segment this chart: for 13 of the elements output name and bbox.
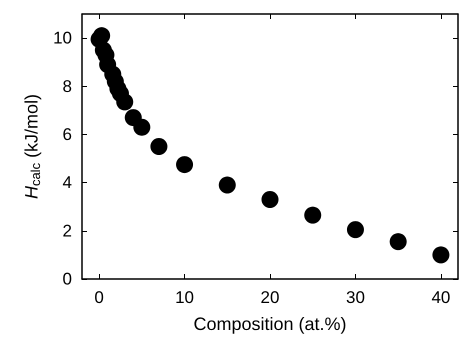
y-tick-label: 8 <box>62 76 72 96</box>
x-tick-label: 10 <box>175 288 194 307</box>
x-tick-label: 20 <box>260 288 280 307</box>
y-tick-label: 4 <box>62 173 72 192</box>
y-tick-label: 2 <box>62 221 72 240</box>
x-tick-label: 30 <box>346 288 365 307</box>
x-tick-label: 0 <box>94 288 104 307</box>
y-tick-label: 10 <box>53 28 72 48</box>
x-axis-title: Composition (at.%) <box>193 314 347 334</box>
y-tick-label: 0 <box>62 270 72 288</box>
y-axis-title: Hcalc (kJ/mol) <box>22 94 44 200</box>
y-tick-label: 6 <box>62 124 72 144</box>
x-tick-label: 40 <box>431 288 450 307</box>
